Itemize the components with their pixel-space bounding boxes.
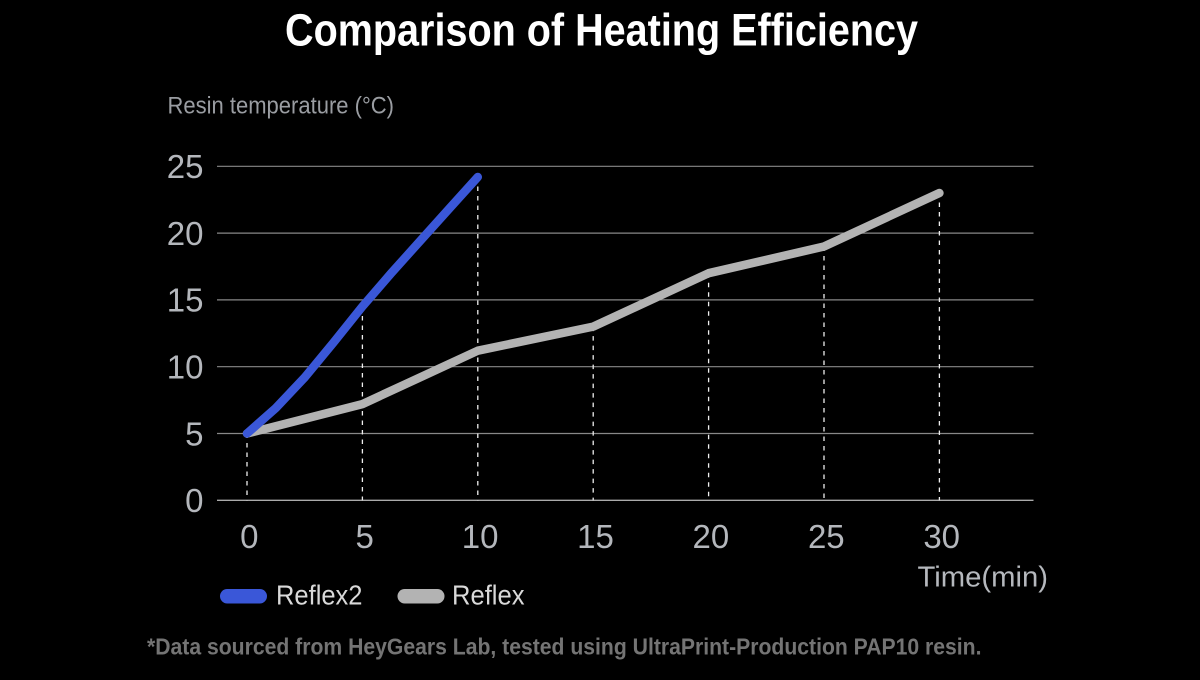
svg-text:25: 25 [167,148,204,185]
svg-text:Reflex: Reflex [452,580,525,611]
svg-text:5: 5 [356,518,374,555]
svg-text:Reflex2: Reflex2 [276,580,363,611]
svg-text:*Data sourced from HeyGears La: *Data sourced from HeyGears Lab, tested … [147,633,982,659]
svg-text:30: 30 [923,518,960,555]
svg-text:10: 10 [167,349,204,386]
svg-text:20: 20 [693,518,730,555]
svg-text:15: 15 [577,518,614,555]
svg-text:15: 15 [167,282,204,319]
svg-text:10: 10 [462,518,499,555]
svg-text:Comparison of Heating Efficien: Comparison of Heating Efficiency [285,5,918,56]
svg-text:0: 0 [240,518,258,555]
svg-text:20: 20 [167,215,204,252]
svg-text:Time(min): Time(min) [918,562,1049,594]
svg-text:5: 5 [185,415,203,452]
svg-text:0: 0 [185,482,203,519]
svg-text:25: 25 [808,518,845,555]
svg-text:Resin temperature (°C): Resin temperature (°C) [168,93,395,120]
